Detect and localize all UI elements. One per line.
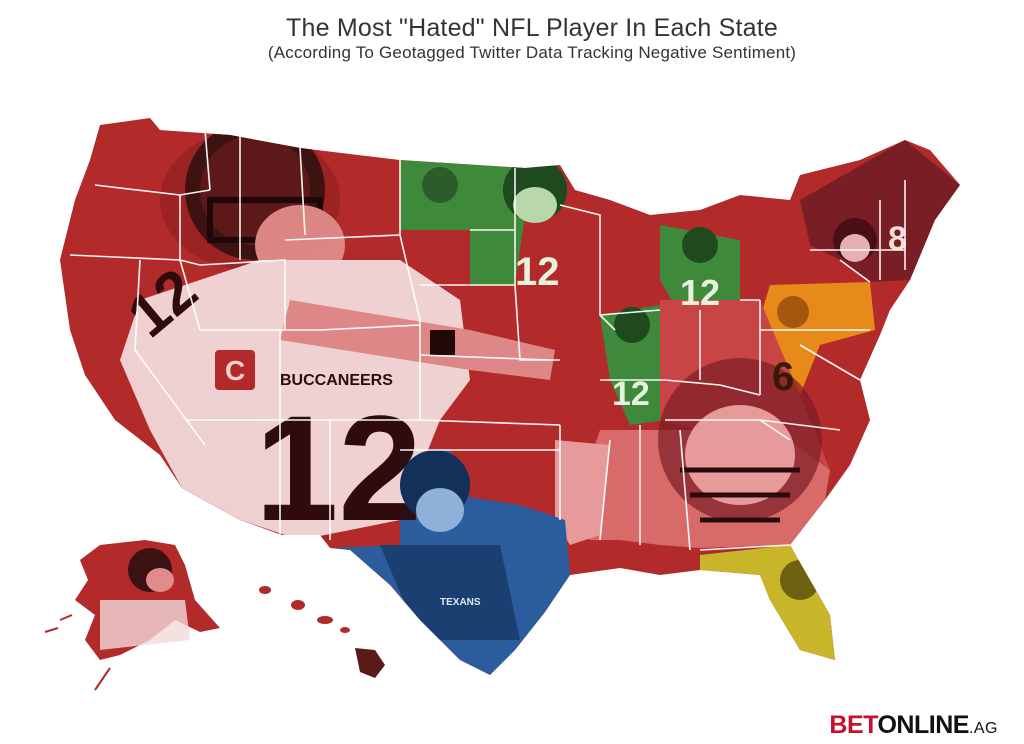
florida-georgia-region <box>700 545 835 660</box>
logo-ag: .AG <box>968 720 998 737</box>
illinois-number-12: 12 <box>612 375 650 413</box>
logo-bet: BET <box>829 711 878 739</box>
svg-text:C: C <box>225 355 245 386</box>
southeast-player-figure <box>658 358 822 523</box>
packers-number-12: 12 <box>515 250 560 294</box>
new-england-player-figure: 8 <box>833 218 907 262</box>
texas-team-text: TEXANS <box>440 597 481 608</box>
jersey-number-12: 12 <box>255 384 422 552</box>
jersey-team-text: BUCCANEERS <box>280 372 393 389</box>
ohio-number-6: 6 <box>772 355 794 399</box>
alaska <box>44 540 220 691</box>
page-subtitle: (According To Geotagged Twitter Data Tra… <box>267 43 797 62</box>
michigan-number-12: 12 <box>680 272 720 313</box>
ohio-player-figure: 6 <box>772 296 809 399</box>
betonline-logo[interactable]: BETONLINE.AG <box>829 711 998 740</box>
state-borders <box>69 129 906 551</box>
logo-online: ONLINE <box>877 711 969 739</box>
maine-number-8: 8 <box>888 220 907 258</box>
florida-player-figure <box>780 560 820 600</box>
rodgers-figure: 12 12 12 <box>422 158 720 413</box>
hawaii <box>259 586 385 678</box>
page-title: The Most "Hated" NFL Player In Each Stat… <box>286 14 778 42</box>
brady-figure: 12 12 BUCCANEERS C <box>115 120 555 552</box>
